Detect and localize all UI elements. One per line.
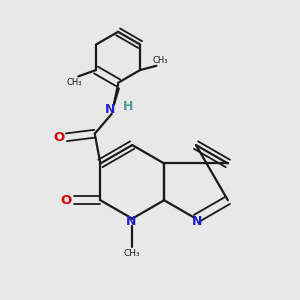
Text: CH₃: CH₃ xyxy=(66,78,82,87)
Text: O: O xyxy=(61,194,72,207)
Text: O: O xyxy=(54,131,65,145)
Text: CH₃: CH₃ xyxy=(153,56,168,64)
Text: H: H xyxy=(123,100,133,113)
Text: CH₃: CH₃ xyxy=(124,249,141,258)
Text: N: N xyxy=(105,103,116,116)
Text: N: N xyxy=(126,215,137,228)
Text: N: N xyxy=(191,215,202,228)
